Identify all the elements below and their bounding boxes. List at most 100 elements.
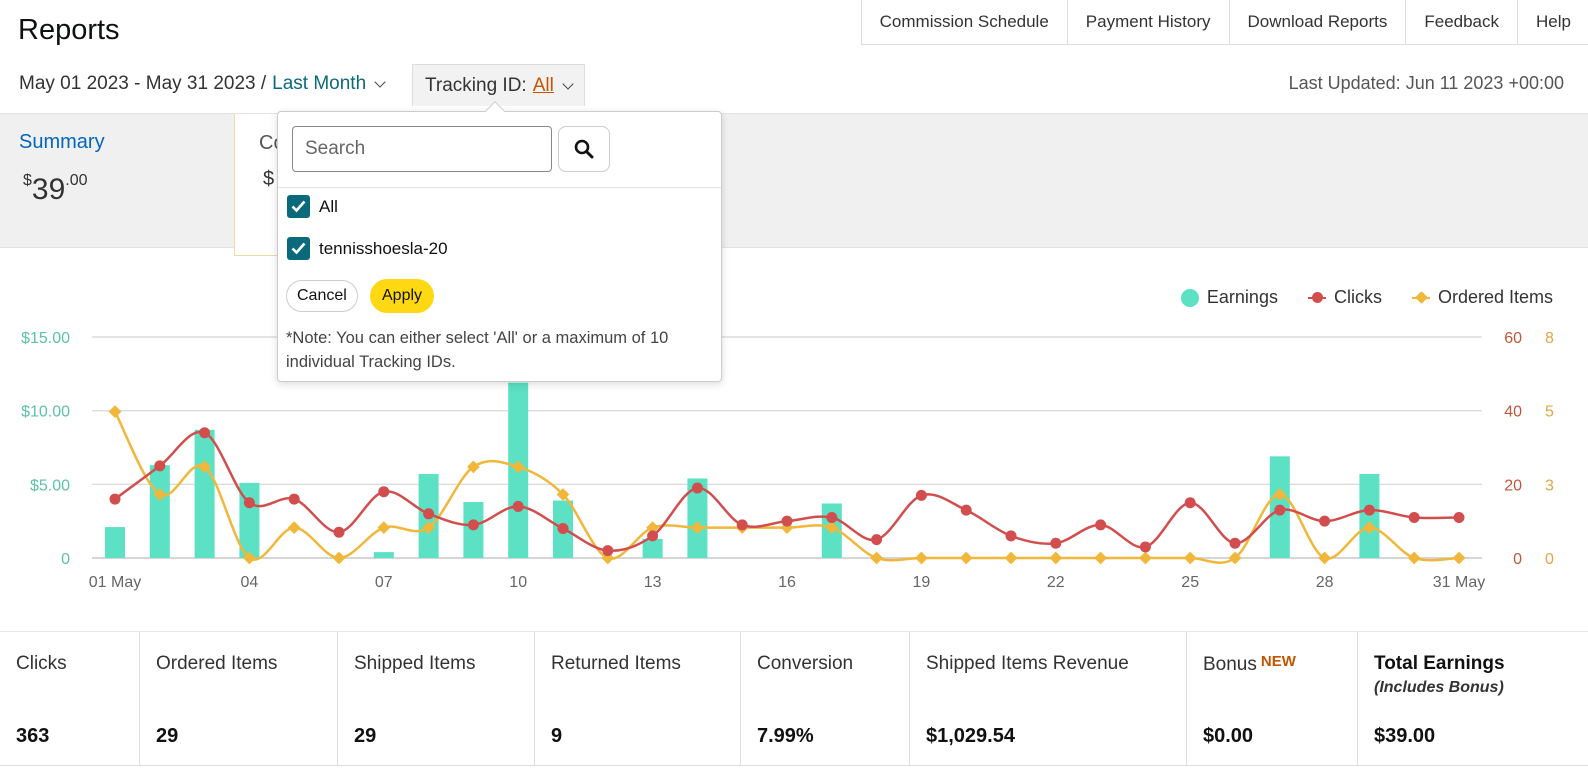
stat-sublabel: (Includes Bonus) — [1374, 679, 1504, 696]
y-right-items-tick-label: 3 — [1545, 477, 1554, 494]
tracking-id-dropdown: All tennisshoesla-20 Cancel Apply *Note:… — [277, 101, 722, 382]
ordered-items-point — [1407, 551, 1421, 565]
option-label: All — [319, 196, 338, 216]
y-right-clicks-tick-label: 40 — [1504, 404, 1522, 421]
nav-commission-schedule[interactable]: Commission Schedule — [862, 0, 1068, 44]
stat-value: $1,029.54 — [926, 725, 1015, 747]
clicks-point — [1453, 511, 1465, 523]
ordered-items-point — [1094, 551, 1107, 565]
legend-label: Earnings — [1206, 287, 1278, 307]
stat-clicks: Clicks 363 — [0, 632, 140, 765]
cancel-button[interactable]: Cancel — [286, 280, 358, 312]
tracking-id-dropdown-button[interactable]: Tracking ID: All — [412, 64, 585, 106]
chevron-down-icon[interactable] — [374, 76, 386, 88]
earnings-bar — [1359, 474, 1380, 558]
new-badge: NEW — [1260, 653, 1296, 670]
clicks-point — [915, 489, 927, 501]
clicks-point — [1095, 519, 1107, 531]
search-button[interactable] — [558, 126, 610, 172]
x-tick-label: 01 May — [89, 574, 141, 591]
chart-legend: Earnings Clicks Ordered Items — [1180, 287, 1553, 308]
ordered-items-line — [113, 410, 1460, 564]
ordered-items-point — [1452, 551, 1466, 565]
x-tick-label: 19 — [913, 574, 931, 591]
apply-button[interactable]: Apply — [370, 279, 435, 313]
summary-tab[interactable]: Summary — [19, 131, 105, 153]
ordered-items-line-icon — [1411, 290, 1430, 304]
clicks-point — [378, 486, 390, 498]
summary-card-value: $ — [263, 168, 275, 190]
y-right-items-tick-label: 5 — [1545, 404, 1554, 421]
stat-label: Bonus NEW — [1203, 653, 1296, 676]
ordered-items-point — [422, 521, 435, 534]
clicks-point — [1005, 530, 1017, 542]
x-tick-label: 16 — [778, 574, 796, 591]
clicks-point — [691, 482, 703, 494]
stat-value: $39.00 — [1374, 725, 1436, 747]
legend-earnings[interactable]: Earnings — [1180, 287, 1278, 308]
nav-feedback[interactable]: Feedback — [1406, 0, 1519, 44]
clicks-point — [1229, 537, 1241, 549]
stat-label: Conversion — [757, 653, 854, 674]
ordered-items-point — [377, 521, 391, 534]
date-range-text: May 01 2023 - May 31 2023 / — [19, 73, 267, 94]
ordered-items-point — [198, 460, 211, 474]
clicks-point — [1363, 504, 1375, 516]
clicks-point — [960, 504, 972, 516]
earnings-bar — [149, 465, 170, 558]
ordered-items-point — [915, 551, 928, 565]
ordered-items-point — [108, 405, 122, 418]
ordered-items-point — [870, 551, 883, 565]
y-left-tick-label: 0 — [61, 551, 70, 568]
y-left-tick-label: $5.00 — [30, 477, 70, 494]
ordered-items-point — [153, 488, 167, 501]
legend-ordered-items[interactable]: Ordered Items — [1411, 287, 1553, 308]
checkbox-checked-icon[interactable] — [287, 237, 310, 260]
top-nav: Commission Schedule Payment History Down… — [860, 0, 1588, 45]
clicks-point — [199, 427, 211, 439]
clicks-point — [467, 519, 479, 531]
earnings-bar — [373, 552, 394, 558]
y-right-items-tick-label: 0 — [1545, 551, 1554, 568]
y-right-clicks-tick-label: 60 — [1504, 330, 1522, 347]
y-right-clicks-tick-label: 20 — [1504, 477, 1522, 494]
nav-help[interactable]: Help — [1518, 0, 1588, 44]
y-right-items-tick-label: 8 — [1545, 330, 1554, 347]
ordered-items-point — [332, 551, 346, 565]
page-title: Reports — [18, 14, 120, 46]
clicks-point — [243, 497, 255, 509]
stat-total-earnings: Total Earnings (Includes Bonus) $39.00 — [1358, 632, 1588, 765]
selection-note: *Note: You can either select 'All' or a … — [286, 329, 669, 371]
stat-bonus: Bonus NEW $0.00 — [1187, 632, 1358, 765]
clicks-point — [602, 545, 614, 557]
earnings-dot-icon — [1180, 288, 1199, 307]
stat-value: 9 — [551, 725, 563, 747]
nav-payment-history[interactable]: Payment History — [1068, 0, 1230, 44]
checkbox-checked-icon[interactable] — [287, 195, 310, 218]
tracking-id-value[interactable]: All — [532, 74, 554, 96]
x-tick-label: 28 — [1316, 574, 1334, 591]
stat-label: Shipped Items — [354, 653, 476, 674]
earnings-bar — [687, 478, 708, 558]
summary-bar: Summary $39.00 Co $ — [0, 113, 1588, 256]
clicks-point — [1319, 515, 1331, 527]
x-tick-label: 13 — [644, 574, 662, 591]
earnings-bar — [194, 429, 215, 558]
clicks-point — [154, 460, 166, 472]
period-link[interactable]: Last Month — [272, 73, 367, 94]
clicks-point — [1050, 537, 1062, 549]
option-all[interactable]: All — [287, 195, 338, 218]
divider — [278, 187, 721, 188]
stat-label: Shipped Items Revenue — [926, 653, 1129, 674]
stat-value: 29 — [354, 725, 377, 747]
legend-clicks[interactable]: Clicks — [1307, 287, 1382, 308]
option-tennisshoesla-20[interactable]: tennisshoesla-20 — [287, 237, 448, 260]
clicks-point — [826, 511, 838, 523]
tracking-id-label: Tracking ID: — [425, 74, 527, 96]
tracking-search-input[interactable] — [292, 126, 552, 172]
date-range-selector[interactable]: May 01 2023 - May 31 2023 / Last Month — [19, 73, 386, 95]
ordered-items-point — [287, 521, 301, 534]
chevron-down-icon[interactable] — [562, 77, 574, 90]
nav-download-reports[interactable]: Download Reports — [1230, 0, 1407, 44]
ordered-items-point — [959, 551, 973, 565]
